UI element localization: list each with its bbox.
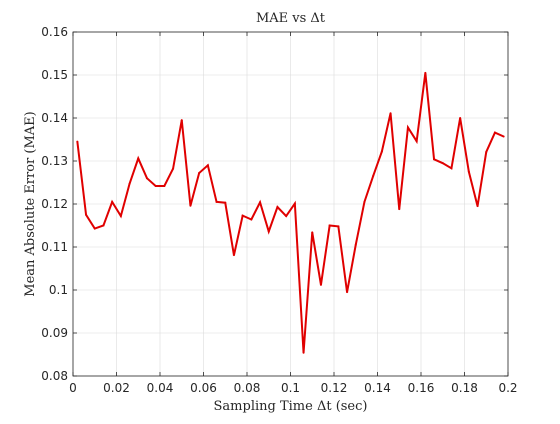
data-point bbox=[76, 140, 79, 143]
data-point bbox=[380, 150, 383, 153]
series-layer bbox=[76, 71, 505, 354]
x-tick-label: 0.04 bbox=[147, 381, 174, 395]
data-point bbox=[119, 215, 122, 218]
data-point bbox=[372, 175, 375, 178]
data-point bbox=[337, 225, 340, 228]
data-point bbox=[302, 351, 305, 354]
y-tick-label: 0.12 bbox=[41, 197, 68, 211]
y-tick-label: 0.08 bbox=[41, 369, 68, 383]
data-point bbox=[206, 164, 209, 167]
data-point bbox=[172, 167, 175, 170]
x-tick-label: 0.08 bbox=[234, 381, 261, 395]
x-tick-label: 0 bbox=[69, 381, 77, 395]
x-tick-label: 0.2 bbox=[498, 381, 517, 395]
data-point bbox=[145, 177, 148, 180]
data-point bbox=[459, 117, 462, 119]
y-tick-label: 0.11 bbox=[41, 240, 68, 254]
x-tick-label: 0.1 bbox=[281, 381, 300, 395]
x-tick-label: 0.06 bbox=[190, 381, 217, 395]
data-point bbox=[441, 162, 444, 165]
data-point bbox=[406, 126, 409, 129]
data-point bbox=[224, 201, 227, 204]
y-axis-label: Mean Absolute Error (MAE) bbox=[23, 111, 38, 296]
data-point bbox=[259, 201, 262, 204]
data-point bbox=[398, 208, 401, 211]
data-point bbox=[267, 230, 270, 233]
data-point bbox=[250, 218, 253, 221]
data-point bbox=[180, 119, 183, 122]
data-point bbox=[485, 150, 488, 153]
data-point bbox=[450, 167, 453, 170]
data-point bbox=[493, 131, 496, 134]
y-tick-label: 0.15 bbox=[41, 68, 68, 82]
data-point bbox=[319, 283, 322, 286]
chart-title: MAE vs Δt bbox=[256, 11, 326, 26]
data-point bbox=[276, 206, 279, 209]
x-tick-label: 0.12 bbox=[321, 381, 348, 395]
data-point bbox=[346, 291, 349, 294]
series-line-mae bbox=[76, 72, 505, 353]
data-point bbox=[198, 172, 201, 175]
x-tick-label: 0.18 bbox=[451, 381, 478, 395]
data-point bbox=[163, 184, 166, 187]
data-point bbox=[389, 112, 392, 115]
data-point bbox=[232, 254, 235, 257]
tick-layer: 0 0.02 0.04 0.06 0.08 0.1 0.12 0.14 0.16 0.18 0.2 0… bbox=[41, 25, 517, 395]
data-point bbox=[241, 214, 244, 217]
data-point bbox=[293, 202, 296, 205]
x-tick-label: 0.16 bbox=[408, 381, 435, 395]
data-point bbox=[363, 200, 366, 203]
y-tick-label: 0.13 bbox=[41, 154, 68, 168]
data-point bbox=[433, 158, 436, 161]
y-tick-label: 0.09 bbox=[41, 326, 68, 340]
x-axis-label: Sampling Time Δt (sec) bbox=[214, 399, 368, 414]
data-point bbox=[424, 71, 427, 74]
data-point bbox=[137, 157, 140, 160]
x-tick-label: 0.14 bbox=[364, 381, 391, 395]
data-point bbox=[467, 170, 470, 173]
data-point bbox=[85, 213, 88, 216]
data-point bbox=[215, 200, 218, 203]
data-point bbox=[502, 135, 505, 138]
data-point bbox=[111, 200, 114, 203]
data-point bbox=[311, 231, 314, 234]
y-tick-label: 0.1 bbox=[49, 283, 68, 297]
data-point bbox=[354, 243, 357, 246]
data-point bbox=[93, 227, 96, 230]
x-tick-label: 0.02 bbox=[103, 381, 130, 395]
data-point bbox=[476, 205, 479, 208]
data-point bbox=[189, 204, 192, 207]
y-tick-label: 0.14 bbox=[41, 111, 68, 125]
data-point bbox=[328, 224, 331, 227]
y-tick-label: 0.16 bbox=[41, 25, 68, 39]
data-point bbox=[128, 182, 131, 185]
data-point bbox=[102, 224, 105, 227]
data-point bbox=[285, 215, 288, 218]
data-point bbox=[415, 140, 418, 143]
data-point bbox=[154, 184, 157, 187]
